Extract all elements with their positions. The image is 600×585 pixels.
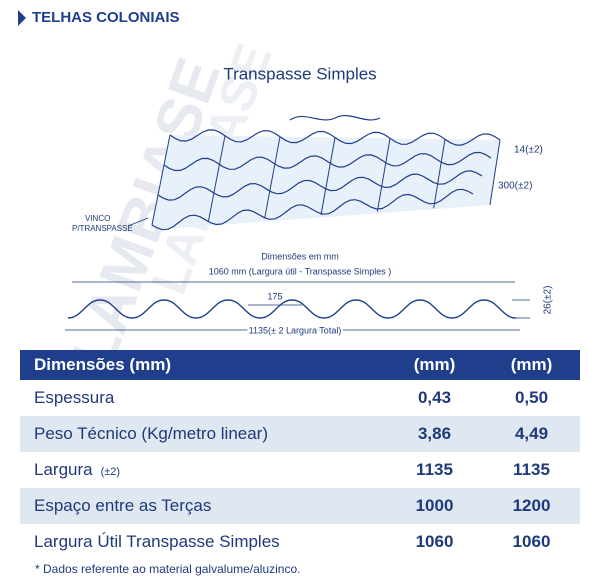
sheet-part: [289, 115, 381, 121]
value-cell: 0,43: [417, 388, 452, 407]
sheet-part: [489, 139, 501, 206]
pitch-label: 300(±2): [498, 181, 532, 192]
sheet-part: [320, 137, 336, 216]
row-label: Espessura: [34, 388, 115, 407]
header-cell: (mm): [483, 350, 580, 380]
useful-width-label: 1060 mm (Largura útil - Transpasse Simpl…: [209, 266, 392, 276]
row-note: (±2): [100, 466, 121, 478]
sheet-part: [207, 135, 226, 222]
table-row: Largura (±2) 1135 1135: [20, 452, 580, 488]
value-cell: 1060: [415, 532, 454, 551]
table-header: Dimensões (mm) (mm) (mm): [20, 350, 580, 380]
row-label: Largura Útil Transpasse Simples: [34, 532, 280, 551]
sheet-drawing: [150, 115, 501, 231]
sheet-part: [150, 135, 500, 230]
table-row: Largura Útil Transpasse Simples 1060 1060: [20, 524, 580, 560]
diagram: LAMBIASE LAMBIASE TELHAS COLONIAIS Trans…: [18, 9, 554, 350]
row-label: Peso Técnico (Kg/metro linear): [34, 424, 269, 443]
sheet-part: [151, 134, 171, 226]
sheet-part: [433, 139, 446, 209]
wave-width-label: 175: [267, 291, 282, 301]
row-label: Espaço entre as Terças: [34, 496, 212, 515]
crease-label: VINCO: [85, 214, 110, 223]
overlap-label: 14(±2): [514, 145, 543, 156]
units-label: Dimensões em mm: [261, 251, 339, 261]
header-cell: Dimensões (mm): [20, 350, 386, 380]
value-cell: 4,49: [483, 416, 580, 452]
value-cell: 1135: [416, 460, 453, 479]
sheet-part: [157, 170, 483, 201]
height-label: 26(±2): [543, 286, 554, 315]
spec-table: Dimensões (mm) (mm) (mm) Espessura 0,43 0,…: [20, 350, 580, 560]
table-row: Peso Técnico (Kg/metro linear) 3,86 4,49: [20, 416, 580, 452]
row-label: Largura: [34, 460, 93, 479]
sheet-part: [376, 138, 391, 212]
row-label-cell: Espaço entre as Terças: [20, 488, 386, 524]
row-label-cell: Largura (±2): [20, 452, 386, 488]
leader: [127, 217, 149, 227]
value-cell: 1000: [386, 488, 483, 524]
value-cell: 1060: [512, 532, 551, 551]
sheet-part: [163, 151, 492, 172]
title-arrow: [18, 10, 26, 26]
total-width-label: 1135(± 2 Largura Total): [249, 325, 342, 335]
sheet-part: [151, 188, 474, 231]
header-cell: (mm): [386, 350, 483, 380]
table-row: Espaço entre as Terças 1000 1200: [20, 488, 580, 524]
row-label-cell: Peso Técnico (Kg/metro linear): [20, 416, 386, 452]
header-title: TELHAS COLONIAIS: [32, 9, 180, 26]
table-row: Espessura 0,43 0,50: [20, 380, 580, 416]
sheet-part: [264, 136, 281, 219]
footnote: * Dados referente ao material galvalume/…: [35, 562, 301, 576]
value-cell: 1135: [513, 460, 550, 479]
row-label-cell: Espessura: [20, 380, 386, 416]
row-label-cell: Largura Útil Transpasse Simples: [20, 524, 386, 560]
diagram-title: Transpasse Simples: [223, 64, 376, 83]
profile: [67, 299, 517, 319]
value-cell: 1200: [483, 488, 580, 524]
value-cell: 0,50: [514, 388, 549, 407]
crease-label: P/TRANSPASSE: [72, 224, 133, 233]
value-cell: 3,86: [386, 416, 483, 452]
